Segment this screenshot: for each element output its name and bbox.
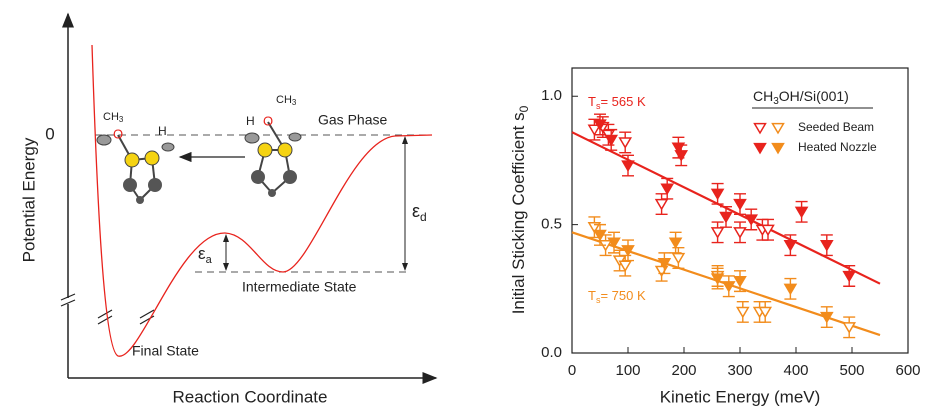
group-label: Ts= 750 K — [588, 288, 646, 305]
x-tick-label: 300 — [727, 362, 752, 379]
potential-curve — [91, 44, 433, 357]
x-tick-label: 100 — [615, 362, 640, 379]
gas-phase-label: Gas Phase — [318, 112, 387, 128]
marker — [621, 160, 635, 172]
marker — [819, 240, 834, 252]
x-label: Reaction Coordinate — [173, 387, 328, 406]
svg-text:O: O — [263, 113, 273, 128]
marker — [710, 188, 725, 201]
marker — [587, 124, 602, 137]
legend-title-part: OH/Si(001) — [779, 88, 849, 104]
marker — [621, 245, 635, 257]
marker — [744, 214, 759, 226]
marker — [710, 227, 725, 239]
legend-label: Heated Nozzle — [798, 140, 877, 154]
marker — [654, 265, 669, 278]
marker — [604, 134, 619, 147]
marker — [668, 237, 683, 250]
group-label: Ts= 565 K — [588, 94, 646, 111]
x-tick-label: 400 — [783, 362, 808, 379]
svg-text:H: H — [246, 114, 255, 128]
legend-label: Seeded Beam — [798, 120, 874, 134]
svg-text:H: H — [158, 124, 167, 138]
legend-title-part: CH — [753, 88, 773, 104]
marker — [758, 306, 773, 319]
svg-text:CH3: CH3 — [276, 94, 297, 107]
y-axis-label: Initial Sticking Coefficient s0 — [509, 105, 531, 314]
label-sub: s — [596, 101, 601, 111]
marker — [593, 229, 607, 242]
legend-title: CH3OH/Si(001) — [753, 88, 849, 107]
x-tick-label: 600 — [895, 362, 920, 379]
marker — [660, 183, 675, 196]
molecule-right: CH3 H O — [244, 94, 302, 197]
epsilon-a: εa — [198, 244, 213, 265]
marker — [819, 311, 834, 324]
marker — [842, 322, 857, 334]
y-label: Potential Energy — [19, 137, 38, 262]
svg-text:CH3: CH3 — [103, 111, 124, 124]
axis-breaks — [60, 293, 155, 325]
label-text: T — [588, 288, 596, 303]
marker — [794, 206, 809, 219]
marker — [735, 306, 750, 319]
marker — [710, 273, 725, 285]
legend-marker — [771, 142, 785, 155]
y-tick-label: 0.0 — [541, 344, 562, 361]
legend-title-part: 3 — [773, 96, 779, 107]
marker — [593, 119, 607, 131]
marker — [842, 270, 857, 283]
marker — [618, 137, 633, 149]
marker — [761, 224, 775, 237]
energy-diagram: Potential Energy Reaction Coordinate 0 G… — [19, 12, 438, 406]
marker — [783, 283, 798, 296]
marker — [733, 198, 747, 211]
x-axis-label: Kinetic Energy (meV) — [660, 387, 821, 406]
marker — [671, 252, 686, 265]
marker — [654, 198, 669, 211]
marker — [733, 227, 747, 239]
molecule-left: CH3 O H — [96, 111, 175, 204]
y-tick-label: 0.5 — [541, 216, 562, 233]
legend-marker — [753, 142, 767, 155]
label-sub: s — [596, 295, 601, 305]
label-rest: = 750 K — [600, 288, 646, 303]
marker — [674, 150, 689, 162]
scatter-chart: Initial Sticking Coefficient s0 Kinetic … — [509, 67, 921, 406]
legend-marker — [771, 122, 785, 135]
epsilon-d: εd — [412, 201, 427, 224]
marker — [733, 275, 747, 288]
marker — [719, 211, 733, 224]
legend-marker — [753, 122, 767, 135]
x-tick-label: 200 — [671, 362, 696, 379]
marker — [783, 240, 798, 252]
intermediate-label: Intermediate State — [242, 279, 357, 295]
marker — [721, 281, 736, 293]
label-text: T — [588, 94, 596, 109]
zero-label: 0 — [45, 124, 54, 143]
marker — [657, 257, 672, 270]
y-tick-label: 1.0 — [541, 87, 562, 104]
final-state-label: Final State — [132, 343, 199, 359]
x-tick-label: 0 — [568, 362, 576, 379]
marker — [607, 237, 621, 250]
label-rest: = 565 K — [600, 94, 646, 109]
svg-text:O: O — [113, 126, 123, 141]
x-tick-label: 500 — [839, 362, 864, 379]
marker — [618, 260, 633, 273]
